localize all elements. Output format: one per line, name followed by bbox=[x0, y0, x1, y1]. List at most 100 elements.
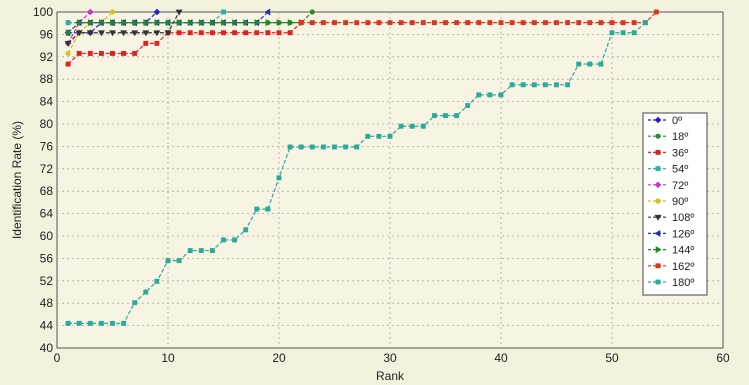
data-point bbox=[287, 144, 293, 150]
x-axis-label: Rank bbox=[376, 369, 405, 383]
legend-label: 180º bbox=[672, 277, 694, 289]
data-point bbox=[320, 20, 326, 26]
data-point bbox=[110, 50, 115, 56]
data-point bbox=[65, 320, 71, 326]
data-point bbox=[153, 8, 161, 16]
data-point bbox=[232, 237, 238, 243]
data-point bbox=[65, 61, 71, 67]
legend-item: 0º bbox=[648, 115, 682, 127]
data-point bbox=[164, 30, 172, 37]
data-point bbox=[576, 20, 582, 26]
data-point bbox=[654, 229, 661, 237]
legend-label: 72º bbox=[672, 180, 688, 192]
data-point bbox=[97, 30, 105, 37]
data-point bbox=[554, 20, 559, 26]
data-point bbox=[598, 61, 604, 67]
legend-label: 90º bbox=[672, 196, 688, 208]
data-point bbox=[110, 320, 115, 326]
y-tick-label: 80 bbox=[40, 117, 54, 131]
legend-label: 162º bbox=[672, 261, 694, 273]
y-tick-label: 48 bbox=[40, 296, 54, 310]
data-point bbox=[287, 19, 294, 27]
data-point bbox=[642, 20, 648, 26]
data-point bbox=[132, 50, 138, 56]
data-point bbox=[655, 279, 661, 285]
data-point bbox=[309, 144, 315, 150]
y-tick-label: 88 bbox=[40, 72, 54, 86]
data-point bbox=[409, 20, 415, 26]
data-point bbox=[365, 20, 371, 26]
data-point bbox=[187, 248, 193, 254]
legend-item: 36º bbox=[648, 147, 688, 159]
legend-item: 108º bbox=[648, 212, 694, 224]
data-point bbox=[99, 19, 105, 27]
data-point bbox=[354, 20, 360, 26]
data-point bbox=[655, 133, 661, 139]
legend-item: 162º bbox=[648, 261, 694, 273]
data-point bbox=[565, 20, 571, 26]
data-point bbox=[143, 40, 149, 46]
data-point bbox=[132, 19, 139, 27]
data-point bbox=[554, 82, 559, 88]
data-point bbox=[142, 30, 150, 37]
data-point bbox=[87, 19, 94, 27]
y-tick-label: 56 bbox=[40, 251, 54, 265]
data-point bbox=[76, 320, 82, 326]
legend-box bbox=[642, 112, 708, 296]
data-point bbox=[198, 19, 205, 27]
data-point bbox=[254, 30, 260, 36]
data-point bbox=[198, 248, 204, 254]
data-point bbox=[343, 144, 349, 150]
data-point bbox=[542, 82, 548, 88]
data-point bbox=[165, 19, 172, 27]
data-point bbox=[531, 20, 537, 26]
data-point bbox=[520, 20, 526, 26]
legend-label: 54º bbox=[672, 164, 688, 176]
data-point bbox=[65, 20, 71, 26]
data-point bbox=[276, 19, 283, 27]
data-point bbox=[309, 9, 315, 15]
data-point bbox=[620, 20, 626, 26]
y-tick-label: 60 bbox=[40, 229, 54, 243]
data-point bbox=[265, 206, 271, 212]
data-point bbox=[309, 20, 315, 26]
data-point bbox=[476, 92, 482, 98]
x-tick-label: 20 bbox=[272, 351, 286, 365]
tick-labels: 0 10 20 30 40 50 60 40 44 48 52 56 60 64 68 72 76 80 84 88 9… bbox=[33, 5, 730, 365]
data-point bbox=[76, 19, 83, 27]
data-point bbox=[587, 61, 593, 67]
data-point bbox=[576, 61, 582, 67]
data-point bbox=[655, 149, 661, 155]
legend-label: 144º bbox=[672, 245, 694, 257]
data-point bbox=[221, 19, 228, 27]
legend-item: 18º bbox=[648, 131, 688, 143]
series-6 bbox=[64, 9, 183, 47]
data-point bbox=[509, 20, 515, 26]
data-point bbox=[520, 82, 526, 88]
data-point bbox=[420, 20, 426, 26]
data-point bbox=[176, 30, 182, 36]
data-point bbox=[620, 30, 626, 36]
data-point bbox=[243, 227, 249, 233]
legend-label: 18º bbox=[672, 131, 688, 143]
series-layer bbox=[64, 8, 659, 326]
data-point bbox=[176, 258, 182, 264]
data-point bbox=[320, 144, 326, 150]
data-point bbox=[276, 30, 282, 36]
data-point bbox=[420, 123, 426, 129]
data-point bbox=[387, 20, 393, 26]
data-point bbox=[287, 30, 293, 36]
data-point bbox=[387, 133, 393, 139]
y-axis-label: Identification Rate (%) bbox=[10, 121, 24, 239]
data-point bbox=[232, 19, 239, 27]
data-point bbox=[655, 166, 661, 172]
data-point bbox=[232, 30, 238, 36]
data-point bbox=[120, 30, 128, 37]
data-point bbox=[354, 144, 360, 150]
y-tick-label: 76 bbox=[40, 139, 54, 153]
data-point bbox=[654, 214, 662, 221]
data-point bbox=[65, 29, 72, 37]
legend-item: 72º bbox=[648, 180, 688, 192]
data-point bbox=[509, 82, 515, 88]
legend-label: 108º bbox=[672, 212, 694, 224]
